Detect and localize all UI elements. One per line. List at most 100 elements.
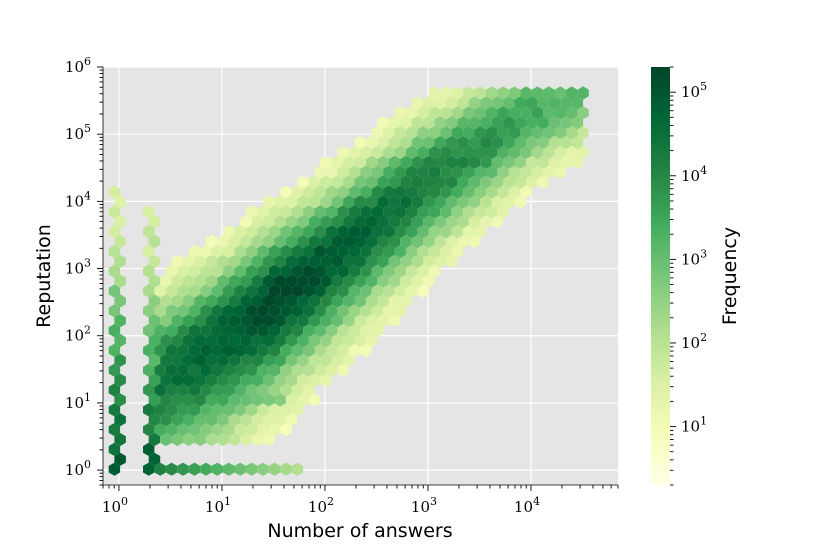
- hex-cell: [148, 215, 161, 229]
- hex-cell: [274, 373, 286, 387]
- hex-cell: [143, 205, 155, 219]
- hex-cell: [143, 284, 155, 298]
- hex-cell: [148, 274, 161, 288]
- hex-cell: [205, 432, 218, 447]
- hex-cell: [457, 155, 469, 169]
- hex-cell: [245, 244, 258, 258]
- hex-cell: [388, 274, 401, 288]
- hex-cell: [325, 244, 338, 258]
- colorbar-ticks: 101 102 103 104 105: [670, 66, 707, 486]
- hex-cell: [200, 462, 212, 476]
- hex-cell: [211, 383, 223, 397]
- hex-cell: [257, 324, 269, 338]
- hex-cell: [280, 403, 292, 417]
- hex-cell: [394, 284, 406, 298]
- hex-cell: [474, 225, 486, 239]
- hex-cell: [320, 175, 332, 189]
- hex-cell: [405, 264, 418, 278]
- hex-cell: [160, 333, 172, 348]
- hex-cell: [411, 135, 424, 150]
- hex-cell: [491, 195, 504, 209]
- hex-cell: [520, 165, 532, 179]
- hex-cell: [571, 135, 584, 150]
- hex-cell: [411, 175, 424, 189]
- hex-cell: [320, 215, 332, 229]
- hex-cell: [308, 314, 321, 328]
- hex-cell: [114, 353, 126, 367]
- hex-cell: [468, 135, 481, 150]
- hex-cell: [223, 244, 235, 258]
- hex-cell: [468, 234, 481, 249]
- hex-cell: [348, 304, 361, 318]
- hex-cell: [394, 205, 406, 219]
- hex-cell: [177, 324, 189, 338]
- hex-cell: [434, 135, 446, 150]
- hex-cell: [537, 155, 549, 169]
- hex-cell: [566, 86, 578, 100]
- hex-cell: [445, 175, 458, 189]
- hex-cell: [463, 225, 475, 239]
- hex-cell: [434, 234, 446, 249]
- hex-cell: [560, 116, 572, 130]
- hex-cell: [451, 126, 464, 140]
- hex-cell: [337, 205, 349, 219]
- hex-cell: [108, 244, 121, 258]
- hex-cell: [274, 254, 286, 268]
- hex-cell: [365, 215, 378, 229]
- hex-cell: [200, 264, 212, 278]
- hex-cell: [171, 254, 183, 268]
- hex-cell: [411, 234, 424, 249]
- hex-cell: [291, 185, 304, 199]
- x-tick-label: 100: [102, 495, 128, 516]
- hex-cell: [291, 403, 304, 417]
- hex-cell: [223, 225, 235, 239]
- hex-cell: [297, 274, 309, 288]
- hex-cell: [217, 294, 229, 308]
- hex-cell: [211, 304, 223, 318]
- hex-cell: [291, 462, 304, 476]
- hex-cell: [417, 225, 429, 239]
- hex-cell: [445, 215, 458, 229]
- hex-cell: [526, 96, 538, 110]
- hex-cell: [445, 195, 458, 209]
- hex-cell: [165, 403, 178, 417]
- hex-cell: [177, 403, 189, 417]
- hex-cell: [165, 423, 178, 437]
- hex-cell: [354, 195, 366, 209]
- hex-cell: [205, 353, 218, 367]
- hex-cell: [457, 195, 469, 209]
- hex-cell: [337, 363, 349, 377]
- hex-cell: [417, 165, 429, 179]
- hex-cell: [143, 343, 155, 357]
- hex-cell: [280, 423, 292, 437]
- hex-cell: [234, 403, 246, 417]
- hex-cell: [280, 205, 292, 219]
- hex-cell: [194, 373, 206, 387]
- hex-cell: [217, 254, 229, 268]
- hex-cell: [251, 294, 263, 308]
- hex-cell: [234, 462, 246, 476]
- hex-cell: [365, 135, 378, 150]
- hex-cell: [143, 383, 155, 397]
- hex-cell: [268, 244, 281, 258]
- hex-cell: [211, 343, 223, 357]
- hex-cell: [491, 96, 504, 110]
- hex-cell: [200, 324, 212, 338]
- hex-cell: [291, 383, 304, 397]
- hex-cell: [331, 294, 344, 308]
- hex-cell: [383, 264, 395, 278]
- hex-cell: [365, 234, 378, 249]
- hex-cell: [200, 244, 212, 258]
- hex-cell: [434, 175, 446, 189]
- hex-cell: [331, 333, 344, 348]
- hex-cell: [503, 175, 515, 189]
- hex-cell: [280, 304, 292, 318]
- hex-cell: [177, 363, 189, 377]
- hex-cell: [171, 314, 183, 328]
- hex-cell: [468, 155, 481, 169]
- hex-cell: [205, 413, 218, 427]
- hex-cell: [405, 165, 418, 179]
- hex-cell: [377, 135, 389, 150]
- hex-cell: [177, 423, 189, 437]
